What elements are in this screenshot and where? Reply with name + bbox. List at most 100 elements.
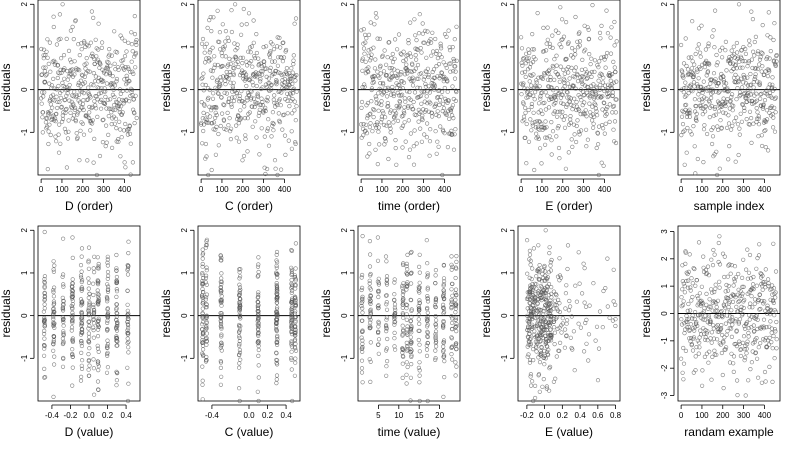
data-point xyxy=(204,326,209,331)
data-point xyxy=(51,299,57,304)
data-point xyxy=(533,57,538,62)
data-point xyxy=(734,40,740,46)
data-point xyxy=(519,92,524,97)
data-point xyxy=(246,11,252,16)
data-point xyxy=(275,305,280,310)
data-point xyxy=(209,108,214,113)
data-point xyxy=(754,266,759,271)
data-point xyxy=(289,265,294,270)
data-point xyxy=(39,72,44,77)
data-point xyxy=(79,315,85,320)
data-point xyxy=(370,129,375,134)
data-point xyxy=(567,298,572,304)
data-point xyxy=(105,350,110,355)
data-point xyxy=(200,261,205,267)
data-point xyxy=(393,315,398,320)
data-point xyxy=(557,74,562,79)
data-point xyxy=(124,88,129,93)
data-point xyxy=(595,131,601,136)
data-point xyxy=(532,89,538,95)
data-point xyxy=(731,44,736,49)
x-tick-label: 300 xyxy=(257,185,271,194)
data-point xyxy=(94,172,99,178)
data-point xyxy=(132,111,137,116)
data-point xyxy=(555,126,560,131)
data-point xyxy=(609,86,614,91)
data-point xyxy=(416,286,422,291)
data-point xyxy=(76,82,81,88)
data-point xyxy=(292,331,297,336)
data-point xyxy=(551,317,556,322)
data-point xyxy=(525,327,530,333)
data-point xyxy=(552,342,557,347)
data-point xyxy=(683,348,689,354)
data-point xyxy=(401,113,406,118)
data-point xyxy=(109,121,114,127)
data-point xyxy=(764,345,770,350)
data-point xyxy=(72,72,77,77)
data-point xyxy=(542,353,547,359)
data-point xyxy=(535,321,540,326)
data-point xyxy=(91,325,96,330)
y-axis-label: residuals xyxy=(479,289,493,337)
data-point xyxy=(758,54,763,60)
data-point xyxy=(389,65,395,71)
data-point xyxy=(289,340,294,345)
data-point xyxy=(589,69,595,75)
data-point xyxy=(80,73,85,78)
data-point xyxy=(275,314,280,319)
data-point xyxy=(258,76,263,82)
data-point xyxy=(743,51,749,57)
data-point xyxy=(271,46,277,52)
data-point xyxy=(453,69,458,74)
data-point xyxy=(212,54,217,59)
data-point xyxy=(688,336,694,341)
data-point xyxy=(76,42,81,47)
data-point xyxy=(761,324,766,329)
data-point xyxy=(741,305,746,311)
data-point xyxy=(375,36,380,41)
data-point xyxy=(740,311,745,317)
data-point xyxy=(446,28,451,33)
data-point xyxy=(701,265,706,270)
data-point xyxy=(529,104,534,109)
data-point xyxy=(95,255,100,260)
x-tick-label: 200 xyxy=(236,185,250,194)
data-point xyxy=(544,58,549,63)
data-point xyxy=(263,108,268,114)
data-point xyxy=(428,127,433,132)
data-point xyxy=(289,269,295,274)
data-point xyxy=(441,60,446,65)
data-point xyxy=(423,28,428,34)
data-point xyxy=(251,40,256,45)
data-point xyxy=(256,269,261,275)
data-point xyxy=(735,309,741,314)
data-point xyxy=(46,61,51,67)
data-point xyxy=(122,53,128,59)
data-point xyxy=(76,80,81,85)
data-point xyxy=(733,159,738,164)
data-point xyxy=(395,47,400,52)
data-point xyxy=(525,354,530,359)
data-point xyxy=(218,345,223,350)
data-point xyxy=(541,287,546,292)
data-point xyxy=(686,55,691,60)
data-point xyxy=(114,280,119,285)
data-point xyxy=(760,273,765,278)
data-point xyxy=(110,107,116,112)
data-point xyxy=(203,245,208,250)
data-point xyxy=(374,100,379,106)
data-point xyxy=(232,95,237,100)
data-point xyxy=(433,268,439,273)
data-point xyxy=(286,138,291,143)
data-point xyxy=(371,106,376,112)
data-point xyxy=(387,123,392,128)
data-point xyxy=(85,97,91,102)
data-point xyxy=(365,116,370,121)
data-point xyxy=(754,105,759,111)
data-point xyxy=(219,334,224,339)
data-point xyxy=(108,97,113,102)
data-point xyxy=(208,48,213,53)
data-point xyxy=(702,337,708,342)
